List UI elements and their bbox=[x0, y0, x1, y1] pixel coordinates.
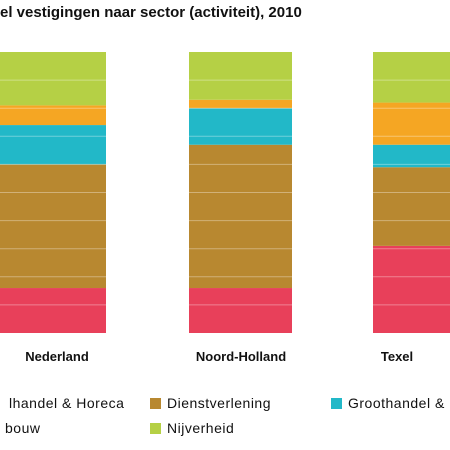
legend-item-handel-horeca: lhandel & Horeca bbox=[0, 395, 124, 411]
bar-segment-noord-holland-2 bbox=[189, 108, 292, 145]
bar-segment-nederland-1 bbox=[0, 164, 106, 289]
legend-item-nijverheid: Nijverheid bbox=[150, 420, 234, 436]
legend-label: bouw bbox=[5, 420, 41, 436]
bar-segment-texel-3 bbox=[373, 102, 450, 145]
legend-swatch bbox=[331, 397, 342, 409]
category-label-noord-holland: Noord-Holland bbox=[195, 349, 287, 364]
legend-item-groothandel: Groothandel & bbox=[331, 395, 445, 411]
bar-segment-noord-holland-1 bbox=[189, 144, 292, 289]
legend-label: lhandel & Horeca bbox=[9, 395, 125, 411]
legend-swatch bbox=[150, 422, 161, 434]
legend-item-bouw: bouw bbox=[0, 420, 40, 436]
bar-segment-texel-0 bbox=[373, 245, 450, 333]
bar-stacks bbox=[0, 52, 450, 333]
legend-label: Groothandel & bbox=[348, 395, 445, 411]
bar-segment-nederland-0 bbox=[0, 288, 106, 333]
bar-segment-noord-holland-3 bbox=[189, 99, 292, 109]
bar-segment-nederland-3 bbox=[0, 105, 106, 126]
legend-label: Nijverheid bbox=[167, 420, 235, 436]
legend-swatch bbox=[150, 397, 161, 409]
legend-label: Dienstverlening bbox=[167, 395, 271, 411]
bar-segment-texel-2 bbox=[373, 144, 450, 168]
bar-segment-nederland-4 bbox=[0, 52, 106, 106]
bar-segment-nederland-2 bbox=[0, 125, 106, 165]
category-label-nederland: Nederland bbox=[25, 349, 89, 364]
bar-segment-texel-4 bbox=[373, 52, 450, 103]
category-label-texel: Texel bbox=[380, 349, 414, 364]
bar-segment-noord-holland-4 bbox=[189, 52, 292, 100]
bar-segment-texel-1 bbox=[373, 167, 450, 246]
chart-title: el vestigingen naar sector (activiteit),… bbox=[0, 4, 302, 21]
legend-item-dienstverlening: Dienstverlening bbox=[150, 395, 271, 411]
bar-segment-noord-holland-0 bbox=[189, 288, 292, 333]
